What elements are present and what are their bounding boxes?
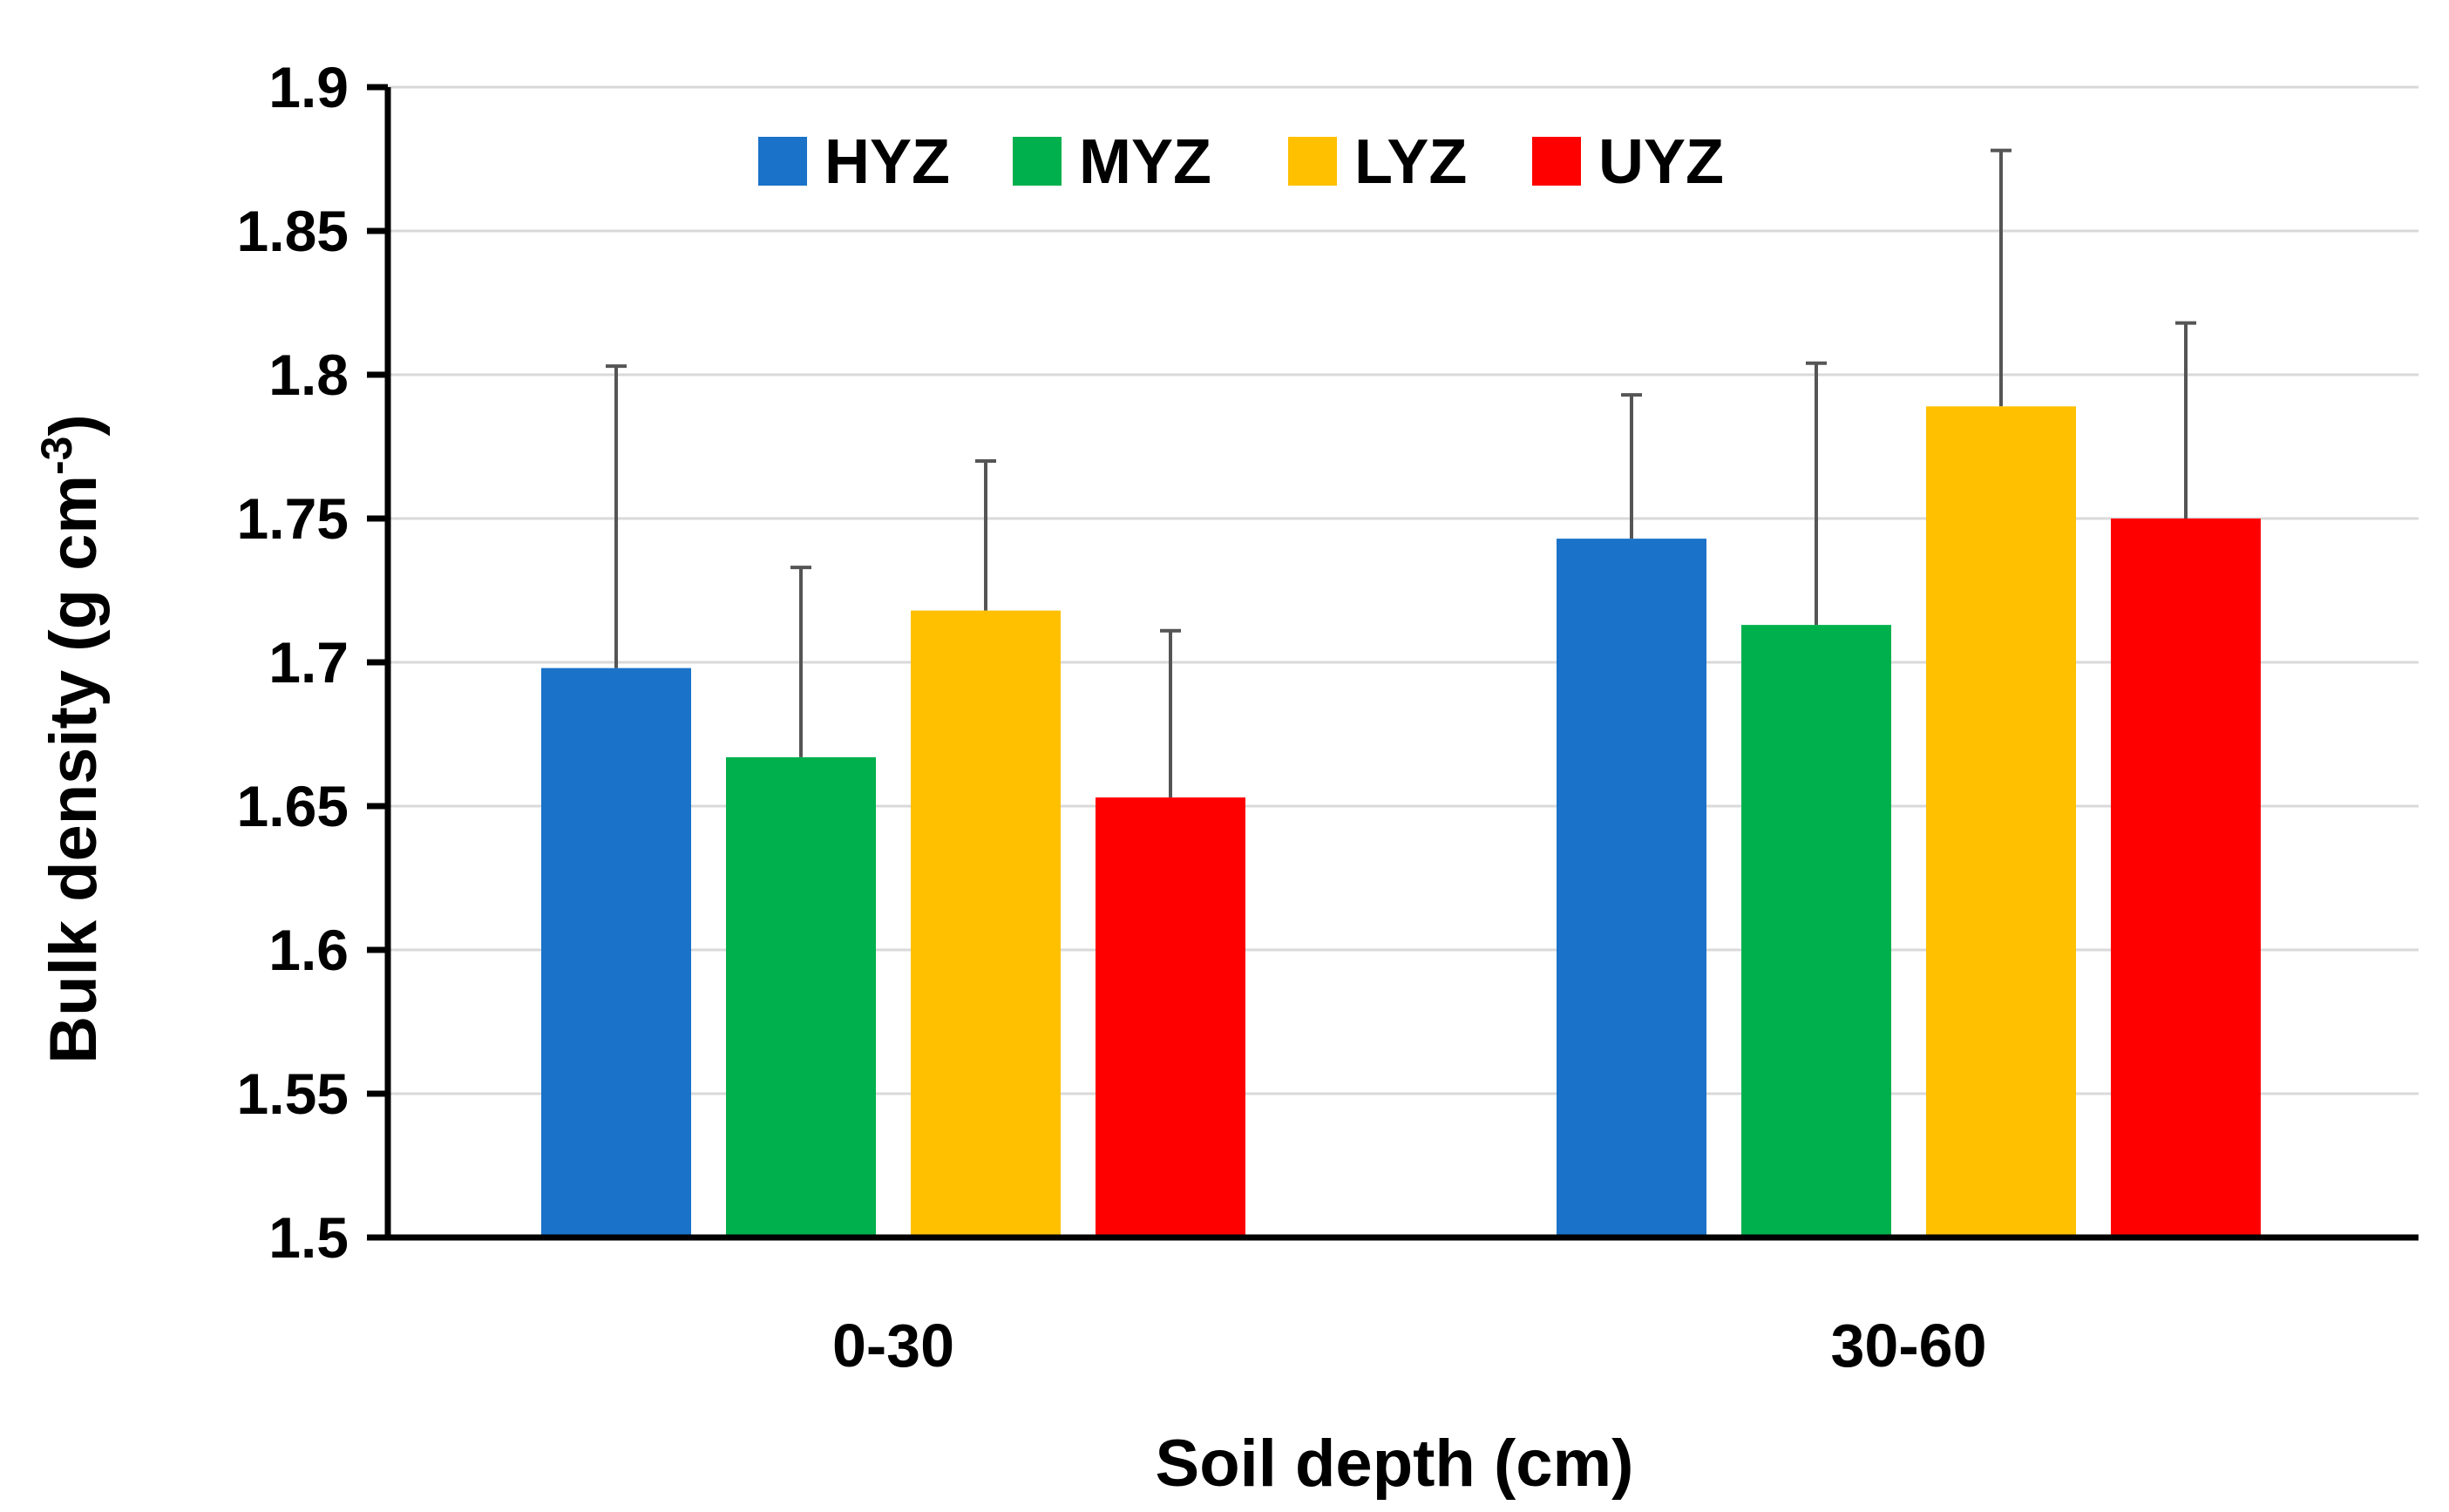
legend-item-hyz: HYZ bbox=[758, 127, 950, 197]
y-tick-label: 1.5 bbox=[268, 1205, 349, 1270]
legend-label: LYZ bbox=[1354, 127, 1467, 197]
bar-uyz-30-60 bbox=[2111, 519, 2261, 1237]
legend-item-myz: MYZ bbox=[1013, 127, 1211, 197]
y-tick-label: 1.85 bbox=[237, 199, 349, 263]
legend: HYZ MYZ LYZ UYZ bbox=[758, 127, 1724, 197]
legend-label: MYZ bbox=[1079, 127, 1211, 197]
y-tick-label: 1.8 bbox=[268, 342, 349, 407]
legend-item-uyz: UYZ bbox=[1532, 127, 1724, 197]
x-category-labels: 0-30 30-60 bbox=[832, 1312, 1987, 1380]
bars bbox=[541, 406, 2261, 1237]
axes bbox=[367, 84, 2418, 1241]
y-axis-title-superscript: -3 bbox=[32, 437, 81, 475]
legend-swatch bbox=[1532, 137, 1581, 186]
y-tick-labels: 1.5 1.55 1.6 1.65 1.7 1.75 1.8 1.85 1.9 bbox=[237, 55, 349, 1270]
x-category-label: 30-60 bbox=[1830, 1312, 1986, 1380]
y-tick-label: 1.7 bbox=[268, 630, 349, 695]
legend-item-lyz: LYZ bbox=[1288, 127, 1467, 197]
bar-lyz-0-30 bbox=[911, 610, 1061, 1237]
y-axis-title: Bulk density (g cm-3) bbox=[32, 414, 111, 1063]
x-axis-title: Soil depth (cm) bbox=[1156, 1427, 1634, 1501]
x-category-label: 0-30 bbox=[832, 1312, 954, 1380]
bar-hyz-0-30 bbox=[541, 668, 691, 1237]
legend-swatch bbox=[758, 137, 807, 186]
y-axis-title-main: Bulk density (g cm bbox=[37, 475, 111, 1064]
bar-lyz-30-60 bbox=[1926, 406, 2076, 1237]
bar-uyz-0-30 bbox=[1096, 797, 1245, 1237]
bar-hyz-30-60 bbox=[1557, 539, 1706, 1237]
error-bars bbox=[606, 148, 2196, 798]
y-axis-title-close: ) bbox=[37, 414, 111, 436]
bar-myz-0-30 bbox=[726, 756, 876, 1237]
legend-swatch bbox=[1013, 137, 1062, 186]
y-tick-label: 1.55 bbox=[237, 1061, 349, 1126]
legend-label: HYZ bbox=[824, 127, 950, 197]
bar-myz-30-60 bbox=[1741, 625, 1891, 1237]
y-tick-label: 1.6 bbox=[268, 918, 349, 982]
y-tick-label: 1.9 bbox=[268, 55, 349, 119]
y-tick-label: 1.65 bbox=[237, 774, 349, 838]
y-tick-label: 1.75 bbox=[237, 486, 349, 551]
legend-label: UYZ bbox=[1598, 127, 1724, 197]
legend-swatch bbox=[1288, 137, 1337, 186]
